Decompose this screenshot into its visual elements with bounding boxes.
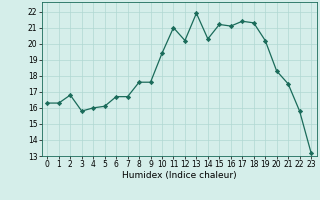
X-axis label: Humidex (Indice chaleur): Humidex (Indice chaleur)	[122, 171, 236, 180]
